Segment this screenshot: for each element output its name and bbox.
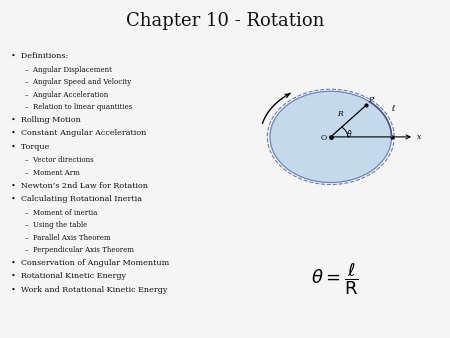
Text: •  Torque: • Torque (11, 143, 50, 151)
Text: –  Using the table: – Using the table (25, 221, 87, 229)
Text: •  Rotational Kinetic Energy: • Rotational Kinetic Energy (11, 272, 126, 280)
Text: •  Calculating Rotational Inertia: • Calculating Rotational Inertia (11, 195, 142, 203)
Text: •  Newton’s 2nd Law for Rotation: • Newton’s 2nd Law for Rotation (11, 182, 148, 190)
Text: –  Angular Displacement: – Angular Displacement (25, 66, 112, 74)
Text: –  Angular Speed and Velocity: – Angular Speed and Velocity (25, 78, 131, 87)
Text: O: O (321, 134, 327, 142)
Text: –  Angular Acceleration: – Angular Acceleration (25, 91, 108, 99)
Text: $\ell$: $\ell$ (391, 103, 396, 113)
Text: P: P (368, 96, 373, 104)
Text: –  Moment Arm: – Moment Arm (25, 169, 80, 177)
Text: •  Conservation of Angular Momentum: • Conservation of Angular Momentum (11, 259, 170, 267)
Text: •  Constant Angular Acceleration: • Constant Angular Acceleration (11, 129, 147, 138)
Text: $\theta$: $\theta$ (346, 128, 352, 139)
Text: R: R (338, 111, 343, 118)
Text: •  Definitions:: • Definitions: (11, 52, 68, 61)
Text: •  Rolling Motion: • Rolling Motion (11, 116, 81, 124)
Text: –  Vector directions: – Vector directions (25, 156, 94, 165)
Text: –  Moment of inertia: – Moment of inertia (25, 209, 97, 217)
Text: –  Parallel Axis Theorem: – Parallel Axis Theorem (25, 234, 111, 242)
Text: –  Relation to linear quantities: – Relation to linear quantities (25, 103, 132, 112)
Text: –  Perpendicular Axis Theorem: – Perpendicular Axis Theorem (25, 246, 134, 254)
Text: $\theta = \dfrac{\ell}{\mathrm{R}}$: $\theta = \dfrac{\ell}{\mathrm{R}}$ (311, 261, 359, 297)
Circle shape (270, 91, 392, 183)
Text: Chapter 10 - Rotation: Chapter 10 - Rotation (126, 12, 324, 30)
Text: x: x (417, 133, 421, 141)
Text: •  Work and Rotational Kinetic Energy: • Work and Rotational Kinetic Energy (11, 286, 167, 294)
